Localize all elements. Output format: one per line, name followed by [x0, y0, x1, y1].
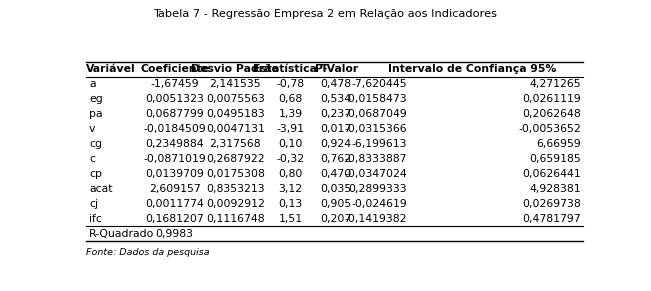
Text: 0,10: 0,10: [279, 139, 303, 149]
Text: R-Quadrado: R-Quadrado: [89, 229, 154, 239]
Text: 0,017: 0,017: [320, 124, 352, 134]
Text: 0,237: 0,237: [320, 109, 352, 119]
Text: Intervalo de Confiança 95%: Intervalo de Confiança 95%: [388, 64, 557, 74]
Text: 0,0139709: 0,0139709: [145, 169, 204, 179]
Text: Estatística T: Estatística T: [253, 64, 328, 74]
Text: 0,478: 0,478: [320, 79, 352, 89]
Text: 0,0269738: 0,0269738: [522, 199, 581, 209]
Text: -0,78: -0,78: [277, 79, 305, 89]
Text: 0,924: 0,924: [320, 139, 352, 149]
Text: -6,199613: -6,199613: [352, 139, 407, 149]
Text: 2,141535: 2,141535: [210, 79, 261, 89]
Text: -3,91: -3,91: [277, 124, 305, 134]
Text: 0,534: 0,534: [320, 94, 352, 104]
Text: 0,0011774: 0,0011774: [145, 199, 204, 209]
Text: -0,0053652: -0,0053652: [518, 124, 581, 134]
Text: cj: cj: [89, 199, 98, 209]
Text: 0,035: 0,035: [320, 184, 352, 194]
Text: -0,8333887: -0,8333887: [344, 154, 407, 164]
Text: 0,0175308: 0,0175308: [206, 169, 265, 179]
Text: Tabela 7 - Regressão Empresa 2 em Relação aos Indicadores: Tabela 7 - Regressão Empresa 2 em Relaçã…: [154, 9, 497, 19]
Text: 1,39: 1,39: [279, 109, 303, 119]
Text: -0,0687049: -0,0687049: [344, 109, 407, 119]
Text: 0,0051323: 0,0051323: [145, 94, 204, 104]
Text: 0,0261119: 0,0261119: [522, 94, 581, 104]
Text: -0,1419382: -0,1419382: [344, 214, 407, 224]
Text: 0,0687799: 0,0687799: [145, 109, 204, 119]
Text: 0,9983: 0,9983: [156, 229, 194, 239]
Text: eg: eg: [89, 94, 103, 104]
Text: -0,0184509: -0,0184509: [143, 124, 206, 134]
Text: 0,2899333: 0,2899333: [348, 184, 407, 194]
Text: 0,13: 0,13: [279, 199, 303, 209]
Text: 0,207: 0,207: [320, 214, 352, 224]
Text: 0,2687922: 0,2687922: [206, 154, 264, 164]
Text: -0,0315366: -0,0315366: [344, 124, 407, 134]
Text: 0,905: 0,905: [320, 199, 352, 209]
Text: 3,12: 3,12: [279, 184, 303, 194]
Text: Variável: Variável: [87, 64, 136, 74]
Text: a: a: [89, 79, 96, 89]
Text: Coeficiente: Coeficiente: [140, 64, 209, 74]
Text: 0,0495183: 0,0495183: [206, 109, 264, 119]
Text: 0,470: 0,470: [320, 169, 352, 179]
Text: cp: cp: [89, 169, 102, 179]
Text: -0,0158473: -0,0158473: [344, 94, 407, 104]
Text: -0,024619: -0,024619: [351, 199, 407, 209]
Text: 0,80: 0,80: [279, 169, 303, 179]
Text: 0,0092912: 0,0092912: [206, 199, 265, 209]
Text: 0,659185: 0,659185: [529, 154, 581, 164]
Text: 4,928381: 4,928381: [529, 184, 581, 194]
Text: 0,762: 0,762: [320, 154, 352, 164]
Text: ifc: ifc: [89, 214, 102, 224]
Text: 0,0626441: 0,0626441: [522, 169, 581, 179]
Text: 0,2349884: 0,2349884: [145, 139, 204, 149]
Text: 0,1116748: 0,1116748: [206, 214, 264, 224]
Text: 0,0075563: 0,0075563: [206, 94, 265, 104]
Text: acat: acat: [89, 184, 113, 194]
Text: P-Valor: P-Valor: [314, 64, 358, 74]
Text: pa: pa: [89, 109, 103, 119]
Text: v: v: [89, 124, 95, 134]
Text: 0,4781797: 0,4781797: [522, 214, 581, 224]
Text: c: c: [89, 154, 95, 164]
Text: 1,51: 1,51: [279, 214, 303, 224]
Text: 0,1681207: 0,1681207: [145, 214, 204, 224]
Text: 2,317568: 2,317568: [210, 139, 261, 149]
Text: -1,67459: -1,67459: [150, 79, 199, 89]
Text: Desvio Padrão: Desvio Padrão: [191, 64, 279, 74]
Text: 0,8353213: 0,8353213: [206, 184, 264, 194]
Text: -7,620445: -7,620445: [351, 79, 407, 89]
Text: -0,0347024: -0,0347024: [344, 169, 407, 179]
Text: -0,32: -0,32: [277, 154, 305, 164]
Text: cg: cg: [89, 139, 102, 149]
Text: 4,271265: 4,271265: [529, 79, 581, 89]
Text: Fonte: Dados da pesquisa: Fonte: Dados da pesquisa: [87, 248, 210, 257]
Text: 2,609157: 2,609157: [149, 184, 201, 194]
Text: 0,2062648: 0,2062648: [522, 109, 581, 119]
Text: -0,0871019: -0,0871019: [143, 154, 206, 164]
Text: 0,0047131: 0,0047131: [206, 124, 265, 134]
Text: 6,66959: 6,66959: [536, 139, 581, 149]
Text: 0,68: 0,68: [279, 94, 303, 104]
